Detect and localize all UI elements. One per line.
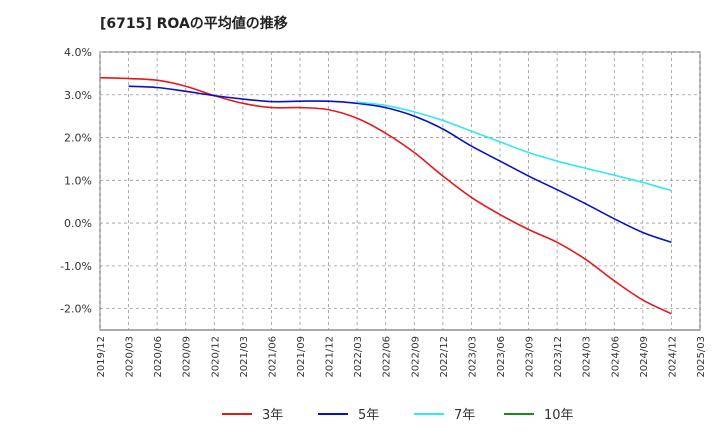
x-tick-label: 2021/06: [267, 336, 278, 378]
legend-label: 3年: [262, 408, 283, 423]
x-tick-label: 2023/06: [496, 336, 507, 378]
x-tick-label: 2020/09: [182, 336, 193, 378]
x-tick-label: 2023/12: [553, 336, 564, 378]
y-tick-label: 0.0%: [64, 217, 92, 230]
x-tick-label: 2024/09: [639, 336, 650, 378]
x-tick-label: 2025/03: [696, 336, 707, 378]
x-tick-label: 2022/12: [439, 336, 450, 378]
legend-label: 7年: [454, 408, 475, 423]
series-layer: [99, 76, 672, 315]
plot-frame: [99, 51, 701, 331]
x-tick-label: 2020/12: [210, 336, 221, 378]
x-tick-label: 2022/09: [410, 336, 421, 378]
series-line-1: [99, 76, 672, 315]
y-tick-label: 3.0%: [64, 89, 92, 102]
x-tick-label: 2022/06: [382, 336, 393, 378]
grid-layer: [99, 51, 701, 331]
y-tick-label: 4.0%: [64, 46, 92, 59]
x-tick-label: 2021/03: [239, 336, 250, 378]
x-tick-label: 2019/12: [96, 336, 107, 378]
x-tick-label: 2020/06: [153, 336, 164, 378]
x-tick-label: 2022/03: [353, 336, 364, 378]
legend-label: 5年: [358, 408, 379, 423]
series-line-2: [128, 85, 672, 244]
x-tick-label: 2024/03: [582, 336, 593, 378]
x-tick-label: 2023/03: [467, 336, 478, 378]
x-tick-label: 2024/12: [667, 336, 678, 378]
y-tick-label: -2.0%: [60, 303, 92, 316]
axes-layer: 4.0% 3.0% 2.0% 1.0% 0.0% -1.0% -2.0% 2019/12 202…: [60, 46, 707, 378]
series-line-3: [357, 101, 672, 192]
x-tick-label: 2020/03: [125, 336, 136, 378]
legend-label: 10年: [544, 408, 574, 423]
x-tick-label: 2021/09: [296, 336, 307, 378]
y-tick-label: 2.0%: [64, 132, 92, 145]
y-tick-label: 1.0%: [64, 174, 92, 187]
x-tick-label: 2024/06: [610, 336, 621, 378]
y-tick-label: -1.0%: [60, 260, 92, 273]
chart-title: [6715] ROAの平均値の推移: [100, 15, 288, 32]
x-tick-label: 2021/12: [325, 336, 336, 378]
x-tick-label: 2023/09: [525, 336, 536, 378]
legend: 3年 5年 7年 10年: [222, 408, 574, 423]
